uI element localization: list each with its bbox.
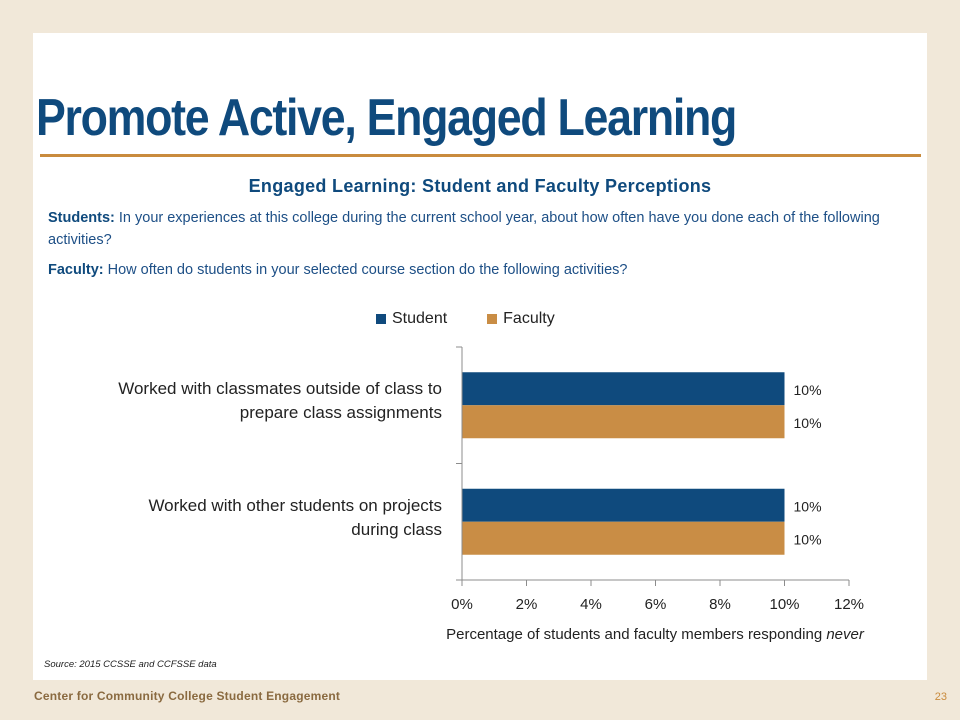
bar-faculty-0 [462, 405, 785, 439]
chart-legend: Student Faculty [376, 310, 555, 328]
data-label-faculty-0: 10% [794, 415, 822, 431]
category-label-1-line-2: during class [351, 520, 442, 539]
category-label-0: Worked with classmates outside of class … [22, 377, 442, 425]
legend-label-student: Student [392, 310, 448, 327]
slide-panel [33, 33, 927, 680]
student-question-label: Students: [48, 210, 115, 226]
category-label-0-line-2: prepare class assignments [239, 403, 442, 422]
source-note: Source: 2015 CCSSE and CCFSSE data [44, 659, 217, 670]
x-axis-title-emphasis: never [826, 626, 864, 643]
category-label-1: Worked with other students on projects d… [22, 494, 442, 542]
legend-label-faculty: Faculty [503, 310, 555, 327]
x-tick-label-0: 0% [451, 596, 473, 613]
title-underline [40, 154, 921, 157]
x-tick-label-6: 12% [834, 596, 864, 613]
legend-swatch-student [376, 314, 386, 324]
category-label-1-line-1: Worked with other students on projects [148, 496, 442, 515]
x-tick-label-1: 2% [516, 596, 538, 613]
faculty-question-label: Faculty: [48, 262, 104, 278]
footer-organization: Center for Community College Student Eng… [34, 689, 341, 703]
page-title: Promote Active, Engaged Learning [36, 89, 737, 147]
x-axis-title: Percentage of students and faculty membe… [0, 626, 960, 643]
data-label-student-0: 10% [794, 382, 822, 398]
chart-title: Engaged Learning: Student and Faculty Pe… [248, 176, 712, 196]
x-tick-label-2: 4% [580, 596, 602, 613]
x-tick-label-4: 8% [709, 596, 731, 613]
x-tick-label-5: 10% [769, 596, 799, 613]
student-question: Students: In your experiences at this co… [48, 207, 908, 251]
faculty-question: Faculty: How often do students in your s… [48, 259, 908, 281]
x-axis-title-text: Percentage of students and faculty membe… [446, 626, 827, 643]
legend-swatch-faculty [487, 314, 498, 324]
data-label-student-1: 10% [794, 498, 822, 514]
category-label-0-line-1: Worked with classmates outside of class … [118, 379, 442, 398]
legend-item-student: Student [376, 310, 447, 328]
bar-faculty-1 [462, 521, 785, 555]
page-number: 23 [934, 691, 947, 703]
x-tick-label-3: 6% [645, 596, 667, 613]
bar-student-1 [462, 488, 785, 522]
faculty-question-text: How often do students in your selected c… [103, 262, 628, 278]
legend-item-faculty: Faculty [487, 310, 555, 328]
bar-student-0 [462, 372, 785, 406]
student-question-text: In your experiences at this college duri… [48, 210, 880, 248]
data-label-faculty-1: 10% [794, 531, 822, 547]
